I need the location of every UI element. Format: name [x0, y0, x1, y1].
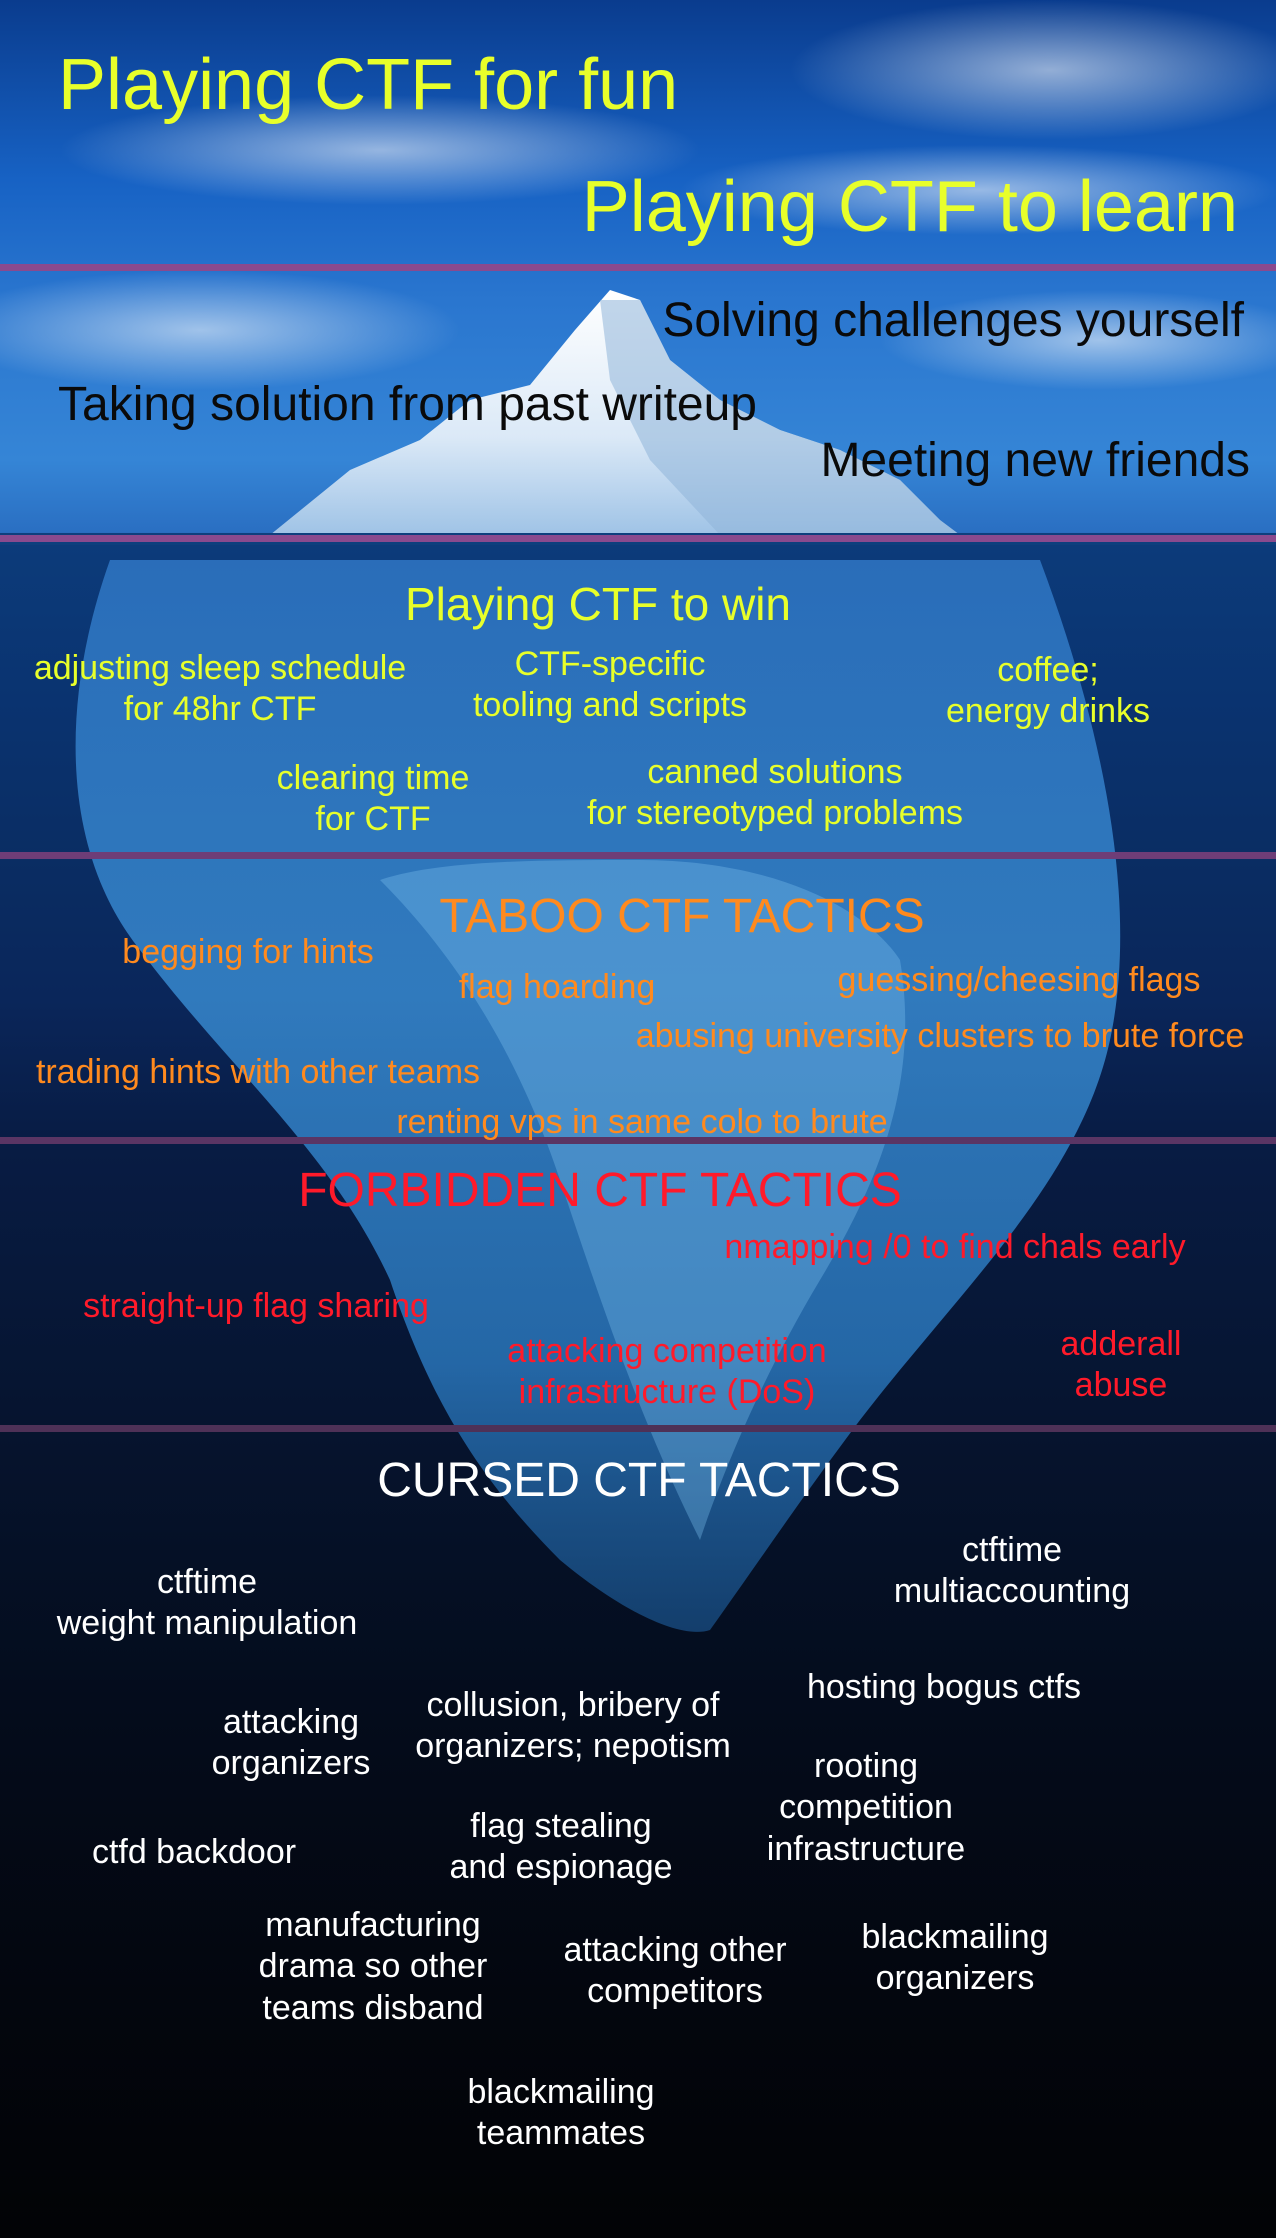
label-clearing-time: clearing time for CTF	[276, 759, 470, 839]
label-university-clusters: abusing university clusters to brute for…	[635, 1017, 1245, 1055]
label-attacking-competitors: attacking other competitors	[563, 1931, 787, 2011]
label-nmapping: nmapping /0 to find chals early	[724, 1228, 1186, 1266]
label-solving-yourself: Solving challenges yourself	[662, 294, 1244, 347]
label-canned-solutions: canned solutions for stereotyped problem…	[586, 753, 964, 833]
label-ctf-tooling: CTF-specific tooling and scripts	[472, 645, 748, 725]
label-blackmailing-organizers: blackmailing organizers	[861, 1918, 1049, 1998]
label-attacking-organizers: attacking organizers	[211, 1703, 371, 1783]
label-playing-to-learn: Playing CTF to learn	[581, 167, 1238, 247]
label-coffee: coffee; energy drinks	[945, 651, 1151, 731]
label-flag-hoarding: flag hoarding	[458, 968, 656, 1006]
cloud	[790, 0, 1276, 140]
label-begging-hints: begging for hints	[122, 933, 374, 971]
label-playing-for-fun: Playing CTF for fun	[58, 45, 679, 125]
label-past-writeup: Taking solution from past writeup	[58, 378, 757, 431]
heading-forbidden-tactics: FORBIDDEN CTF TACTICS	[298, 1164, 902, 1217]
label-weight-manipulation: ctftime weight manipulation	[56, 1563, 358, 1643]
cloud	[680, 145, 1276, 235]
label-renting-vps: renting vps in same colo to brute	[396, 1103, 888, 1141]
iceberg-body	[75, 560, 1121, 1632]
label-sleep-schedule: adjusting sleep schedule for 48hr CTF	[33, 649, 407, 729]
cloud	[0, 270, 460, 390]
iceberg-shadow	[600, 300, 960, 535]
iceberg-highlight	[380, 860, 906, 1540]
label-manufacturing-drama: manufacturing drama so other teams disba…	[258, 1906, 488, 2027]
label-attacking-infra-dos: attacking competition infrastructure (Do…	[507, 1332, 827, 1412]
heading-cursed-tactics: CURSED CTF TACTICS	[377, 1454, 901, 1507]
label-guessing-flags: guessing/cheesing flags	[837, 961, 1201, 999]
heading-taboo-tactics: TABOO CTF TACTICS	[439, 890, 925, 943]
tier-divider	[0, 535, 1276, 542]
label-bogus-ctfs: hosting bogus ctfs	[806, 1668, 1082, 1706]
label-blackmailing-teammates: blackmailing teammates	[467, 2073, 655, 2153]
cloud	[880, 290, 1276, 390]
label-flag-stealing: flag stealing and espionage	[449, 1807, 673, 1887]
cloud	[60, 95, 700, 205]
tier-divider	[0, 264, 1276, 271]
heading-playing-to-win: Playing CTF to win	[404, 578, 792, 630]
tier-divider	[0, 1425, 1276, 1432]
label-flag-sharing: straight-up flag sharing	[83, 1287, 429, 1325]
label-collusion: collusion, bribery of organizers; nepoti…	[415, 1686, 731, 1766]
label-meeting-friends: Meeting new friends	[820, 434, 1250, 487]
tier-divider	[0, 852, 1276, 859]
label-adderall: adderall abuse	[1060, 1325, 1182, 1405]
label-trading-hints: trading hints with other teams	[35, 1053, 481, 1091]
tier-divider	[0, 1137, 1276, 1144]
label-multiaccounting: ctftime multiaccounting	[893, 1531, 1131, 1611]
label-rooting-infra: rooting competition infrastructure	[766, 1747, 966, 1868]
label-ctfd-backdoor: ctfd backdoor	[91, 1833, 297, 1871]
